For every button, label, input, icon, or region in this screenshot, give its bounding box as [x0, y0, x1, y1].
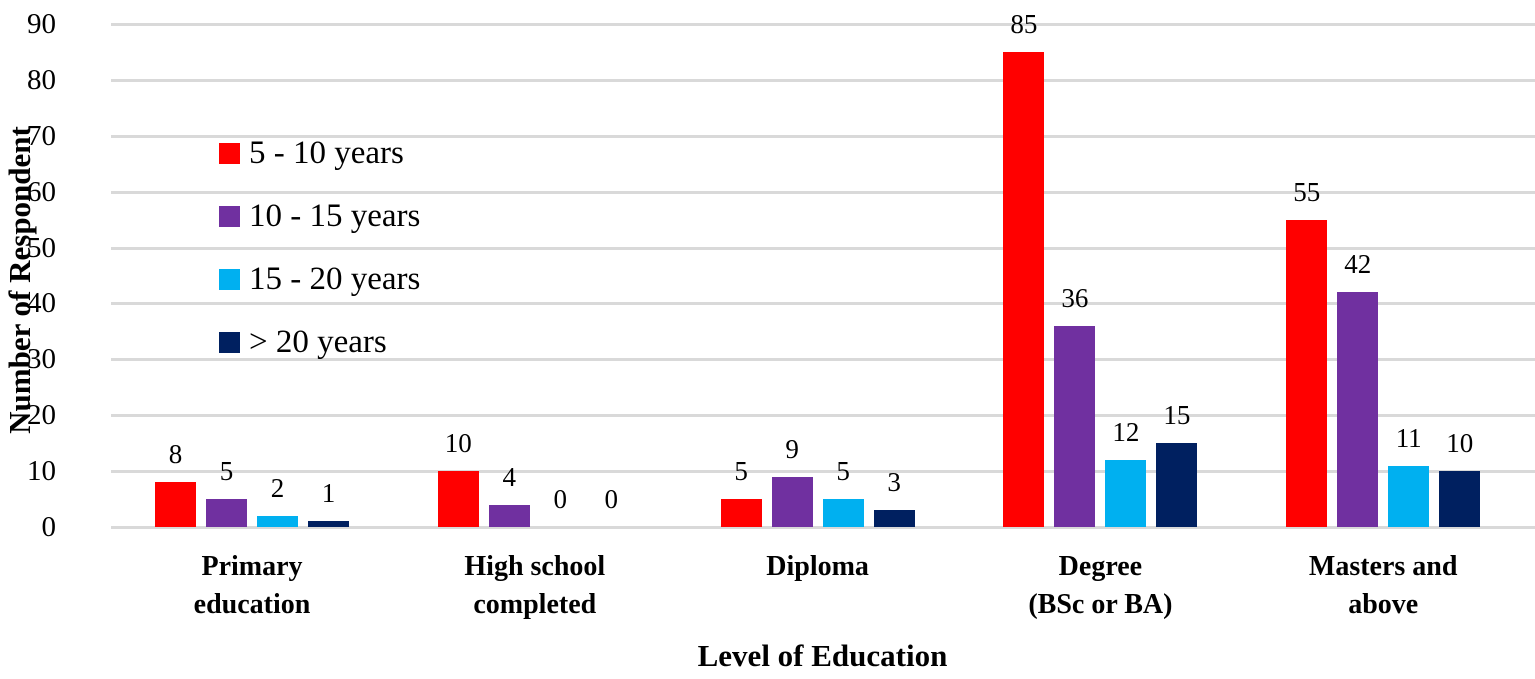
x-tick-label-line: High school — [464, 551, 606, 582]
legend-label: 5 - 10 years — [249, 135, 404, 171]
x-axis-title-text: Level of Education — [697, 638, 948, 673]
data-label: 10 — [444, 428, 472, 459]
x-axis-title: Level of Education — [0, 638, 1535, 674]
y-tick-label: 40 — [27, 287, 56, 320]
data-label: 8 — [168, 439, 183, 470]
x-tick-label: High school completed — [395, 548, 675, 624]
gridline — [111, 358, 1535, 362]
x-tick-label-line: (BSc or BA) — [1028, 589, 1173, 620]
legend-item: > 20 years — [219, 311, 420, 374]
bar-3 — [1439, 471, 1481, 527]
x-tick-label: Degree (BSc or BA) — [960, 548, 1240, 624]
legend: 5 - 10 years 10 - 15 years 15 - 20 years > … — [219, 122, 420, 374]
bar-1 — [771, 476, 813, 527]
x-tick-label-line: above — [1348, 589, 1419, 620]
legend-swatch-icon — [219, 206, 240, 227]
bar-1 — [1054, 325, 1096, 527]
y-tick-label: 90 — [27, 8, 56, 40]
legend-label: 15 - 20 years — [249, 261, 421, 297]
data-label: 0 — [553, 484, 568, 514]
x-tick-label-line: completed — [473, 589, 597, 620]
y-tick-label: 10 — [27, 455, 56, 488]
bar-0 — [437, 471, 479, 527]
legend-label: > 20 years — [249, 324, 387, 360]
gridline — [111, 246, 1535, 250]
x-tick-label-line: Degree — [1058, 551, 1143, 582]
gridline — [111, 190, 1535, 194]
legend-item: 10 - 15 years — [219, 185, 420, 248]
bar-2 — [1105, 459, 1147, 527]
bar-0 — [720, 499, 762, 527]
legend-item: 15 - 20 years — [219, 248, 420, 311]
x-tick-label-line: Diploma — [766, 551, 869, 582]
data-label: 85 — [1010, 8, 1038, 39]
data-label: 2 — [270, 472, 285, 503]
y-axis-title-text: Number of Respondent — [2, 126, 37, 434]
data-label: 15 — [1163, 400, 1191, 431]
x-tick-label-line: Masters and — [1308, 551, 1458, 582]
bar-1 — [1337, 292, 1379, 527]
gridline — [111, 23, 1535, 26]
bar-0 — [1003, 51, 1045, 527]
data-label: 55 — [1293, 176, 1321, 207]
bar-2 — [1388, 465, 1430, 527]
legend-swatch-icon — [219, 269, 240, 290]
legend-label: 10 - 15 years — [249, 198, 421, 234]
x-tick-label: Diploma — [678, 548, 958, 586]
data-label: 1 — [321, 478, 336, 509]
x-tick-label-line: education — [193, 589, 311, 620]
bar-2 — [822, 499, 864, 527]
y-tick-label: 30 — [27, 343, 56, 376]
x-tick-label: Primary education — [112, 548, 392, 624]
data-label: 12 — [1112, 416, 1140, 447]
legend-swatch-icon — [219, 143, 240, 164]
data-label: 0 — [604, 484, 619, 514]
x-tick-label-line: Primary — [201, 551, 303, 582]
bar-0 — [155, 482, 196, 527]
gridline — [111, 470, 1535, 474]
data-label: 3 — [887, 467, 901, 498]
y-tick-label: 20 — [27, 399, 56, 432]
data-label: 4 — [502, 461, 517, 492]
gridline — [111, 526, 1535, 529]
data-label: 5 — [734, 456, 748, 487]
bar-0 — [1286, 219, 1328, 527]
data-label: 42 — [1344, 249, 1372, 280]
y-tick-label: 60 — [27, 175, 56, 208]
bar-1 — [206, 499, 247, 527]
bar-2 — [257, 515, 298, 527]
legend-item: 5 - 10 years — [219, 122, 420, 185]
gridline — [111, 134, 1535, 138]
data-label: 11 — [1395, 422, 1422, 453]
y-tick-label: 70 — [27, 119, 56, 152]
x-tick-label: Masters and above — [1243, 548, 1523, 624]
data-label: 9 — [785, 433, 799, 464]
bar-3 — [1156, 443, 1198, 527]
bar-3 — [873, 510, 915, 527]
y-tick-label: 50 — [27, 231, 56, 264]
data-label: 5 — [219, 456, 234, 487]
legend-swatch-icon — [219, 332, 240, 353]
gridline — [111, 414, 1535, 418]
y-tick-label: 80 — [27, 63, 56, 96]
data-label: 10 — [1446, 428, 1474, 459]
data-label: 5 — [836, 456, 850, 487]
gridline — [111, 302, 1535, 306]
bar-3 — [308, 521, 349, 527]
y-tick-label: 0 — [41, 511, 57, 543]
gridline — [111, 78, 1535, 82]
data-label: 36 — [1061, 282, 1089, 313]
bar-1 — [488, 504, 530, 527]
